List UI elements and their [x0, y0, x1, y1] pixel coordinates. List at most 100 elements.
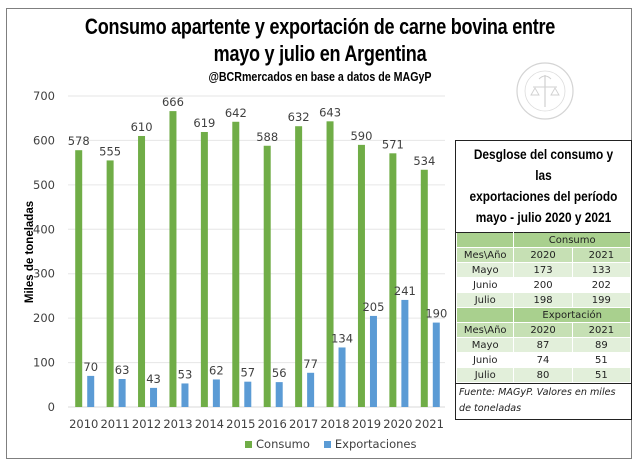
value-cell-2020: 200: [513, 277, 573, 293]
data-label-consumo: 555: [99, 144, 121, 158]
y-tick-label: 100: [33, 356, 55, 370]
value-cell-2020: 198: [513, 292, 573, 308]
bar-consumo: [420, 169, 428, 407]
column-header-row: Mes\Año 2020 2021: [455, 322, 632, 338]
value-cell-2021: 202: [571, 277, 632, 293]
data-label-consumo: 643: [319, 105, 341, 119]
data-label-consumo: 632: [288, 110, 310, 124]
y-tick-label: 300: [33, 267, 55, 281]
bar-exportaciones: [150, 387, 158, 407]
x-axis-ticks: 2010 2011 2012 2013 2014 2015 2016 2017 2018 2019…: [69, 417, 444, 431]
month-cell: Mayo: [455, 337, 515, 353]
bar-exportaciones: [401, 299, 409, 407]
data-label-exportaciones: 205: [362, 300, 384, 314]
x-tick-label: 2016: [258, 417, 287, 431]
data-label-consumo: 642: [225, 106, 247, 120]
x-tick-label: 2012: [132, 417, 161, 431]
bar-exportaciones: [244, 381, 252, 407]
value-cell-2021: 51: [571, 367, 632, 383]
data-label-exportaciones: 241: [394, 284, 416, 298]
section-header-row: Consumo: [455, 232, 631, 248]
x-tick-label: 2010: [69, 417, 98, 431]
bar-consumo: [106, 160, 114, 407]
month-cell: Julio: [455, 292, 515, 308]
section-header-blank: [455, 307, 515, 323]
x-tick-label: 2018: [320, 417, 349, 431]
data-label-consumo: 588: [256, 130, 278, 144]
source-note: Fuente: MAGyP. Valores en miles de tonel…: [456, 383, 631, 419]
year-header: 2020: [513, 247, 573, 263]
y-tick-label: 400: [33, 222, 55, 236]
x-tick-label: 2021: [415, 417, 444, 431]
gridlines: [68, 95, 445, 408]
bar-consumo: [326, 121, 334, 408]
bar-exportaciones: [307, 372, 315, 407]
bar-consumo: [295, 126, 303, 407]
table-row: Junio 74 51: [455, 352, 632, 368]
bar-exportaciones: [275, 382, 283, 407]
chart-subtitle: @BCRmercados en base a datos de MAGyP: [208, 69, 432, 84]
table-row: Julio 80 51: [455, 367, 632, 383]
value-cell-2021: 133: [571, 262, 632, 278]
row-header-label: Mes\Año: [455, 247, 515, 263]
data-label-exportaciones: 43: [146, 372, 161, 386]
breakdown-table-title: Desglose del consumo y las exportaciones…: [467, 141, 621, 232]
legend-label-consumo: Consumo: [256, 437, 310, 451]
y-axis-label: Miles de toneladas: [24, 201, 36, 303]
x-tick-label: 2019: [352, 417, 381, 431]
bar-exportaciones: [118, 379, 126, 407]
y-tick-label: 200: [33, 311, 55, 325]
value-cell-2020: 87: [513, 337, 573, 353]
value-cell-2021: 89: [571, 337, 632, 353]
chart-title-line1: Consumo apartente y exportación de carne…: [84, 14, 556, 39]
bar-consumo: [232, 121, 240, 408]
breakdown-title-line1: Desglose del consumo y las: [473, 147, 614, 183]
month-cell: Julio: [455, 367, 515, 383]
month-cell: Junio: [455, 277, 515, 293]
bar-exportaciones: [432, 322, 440, 407]
breakdown-table-box: Desglose del consumo y las exportaciones…: [455, 140, 632, 420]
value-cell-2020: 80: [513, 367, 573, 383]
bar-exportaciones: [87, 375, 95, 407]
data-label-consumo: 610: [131, 120, 153, 134]
column-header-row: Mes\Año 2020 2021: [455, 247, 632, 263]
y-axis-ticks: 0 100 200 300 400 500 600 700: [33, 89, 55, 414]
year-header: 2021: [571, 322, 632, 338]
section-header-label: Exportación: [513, 307, 631, 323]
y-tick-label: 600: [33, 133, 55, 147]
data-label-exportaciones: 134: [331, 331, 353, 345]
breakdown-table: Consumo Mes\Año 2020 2021 Mayo 173 133 Junio 200…: [455, 232, 632, 383]
bar-consumo: [357, 144, 365, 407]
data-label-exportaciones: 62: [209, 363, 224, 377]
month-cell: Junio: [455, 352, 515, 368]
year-header: 2020: [513, 322, 573, 338]
section-header-blank: [455, 232, 515, 248]
data-label-consumo: 571: [382, 137, 404, 151]
month-cell: Mayo: [455, 262, 515, 278]
data-label-exportaciones: 53: [178, 367, 193, 381]
bar-consumo: [200, 131, 208, 408]
bar-exportaciones: [338, 347, 346, 407]
data-label-exportaciones: 70: [83, 360, 98, 374]
row-header-label: Mes\Año: [455, 322, 515, 338]
section-header-label: Consumo: [513, 232, 631, 248]
year-header: 2021: [571, 247, 632, 263]
x-tick-label: 2014: [195, 417, 224, 431]
table-row: Mayo 87 89: [455, 337, 632, 353]
x-tick-label: 2017: [289, 417, 318, 431]
bars: [75, 111, 440, 408]
data-label-exportaciones: 57: [240, 366, 255, 380]
table-row: Mayo 173 133: [455, 262, 632, 278]
legend-label-exportaciones: Exportaciones: [334, 437, 417, 451]
data-labels: 578 555 610 666 619 642 588 632 643 590 571 534 70 63…: [68, 95, 448, 386]
value-cell-2020: 173: [513, 262, 573, 278]
data-label-consumo: 534: [413, 154, 435, 168]
data-label-consumo: 666: [162, 95, 184, 109]
bar-consumo: [169, 111, 177, 407]
breakdown-title-line3: mayo - julio 2020 y 2021: [475, 210, 612, 225]
data-label-consumo: 590: [350, 129, 372, 143]
y-tick-label: 500: [33, 178, 55, 192]
data-label-exportaciones: 190: [425, 307, 447, 321]
bar-consumo: [75, 150, 83, 407]
